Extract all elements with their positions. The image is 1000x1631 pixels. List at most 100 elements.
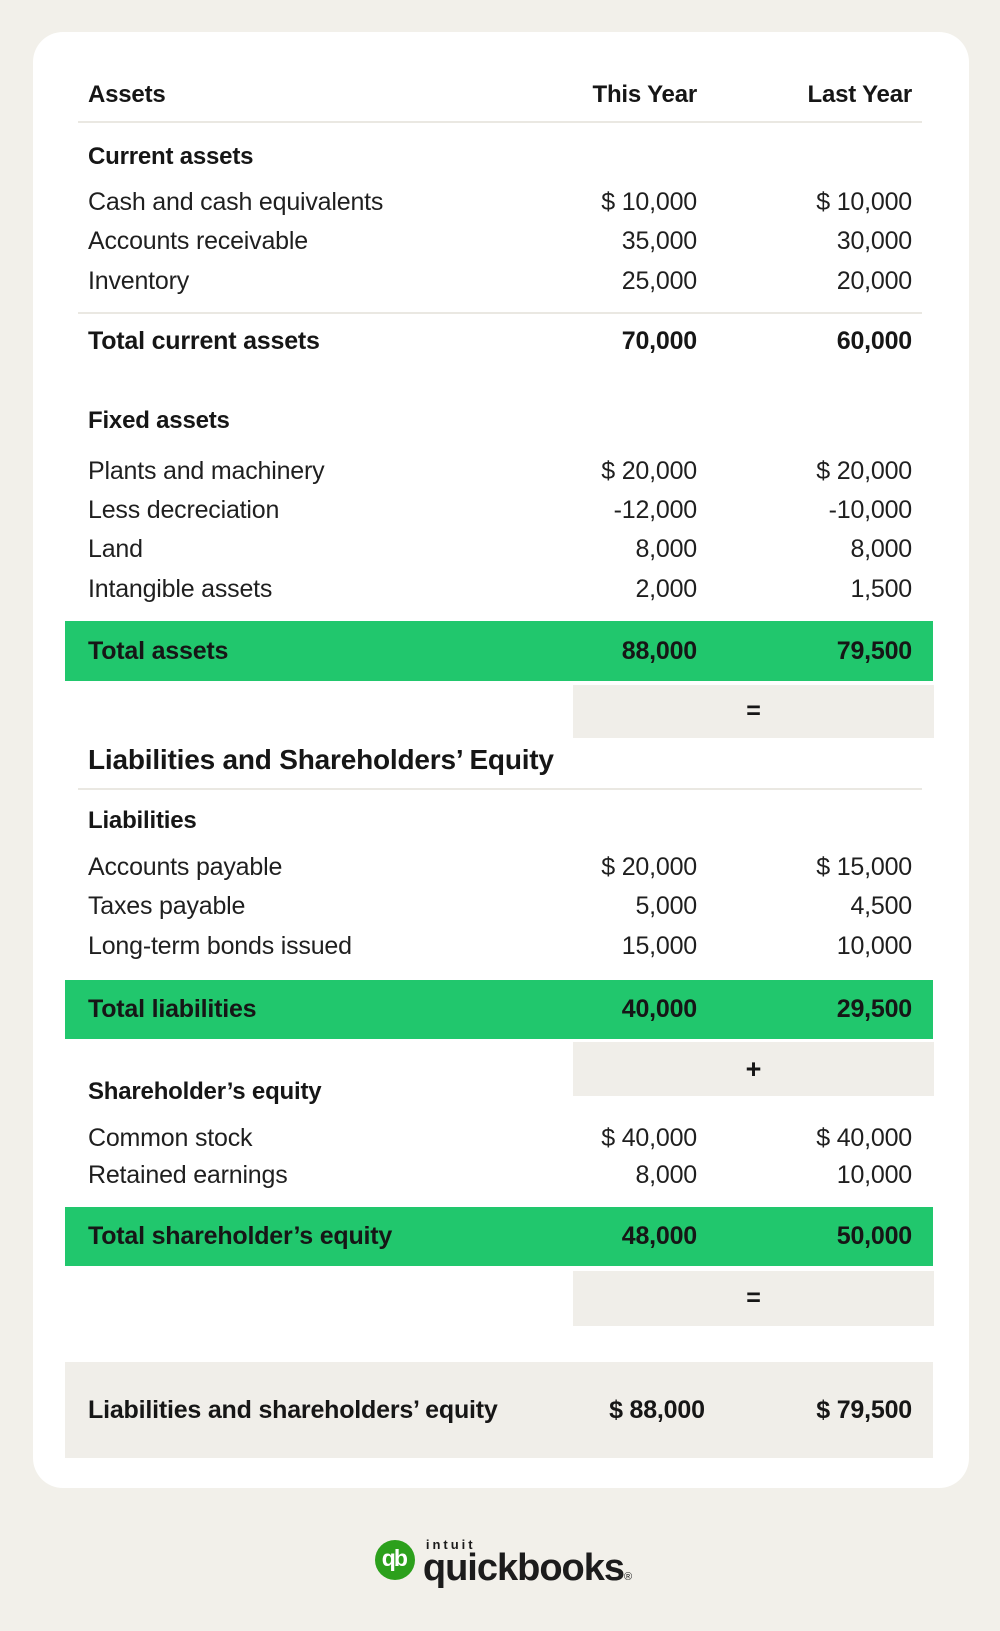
section-heading-label: Liabilities — [88, 807, 197, 834]
quickbooks-wordmark: quickbooks® — [423, 1549, 632, 1593]
table-row: Common stock $ 40,000 $ 40,000 — [33, 1123, 969, 1153]
row-label: Intangible assets — [88, 574, 273, 603]
row-label: Taxes payable — [88, 891, 246, 920]
total-row-assets-highlight: Total assets 88,000 79,500 — [65, 621, 933, 681]
value-last-year: $ 79,500 — [816, 1395, 912, 1424]
divider — [78, 121, 922, 123]
divider — [78, 788, 922, 790]
table-header-row: Assets This Year Last Year — [33, 80, 969, 110]
value-last-year: $ 10,000 — [816, 187, 912, 216]
value-last-year: 79,500 — [836, 636, 912, 665]
value-last-year: 10,000 — [836, 1160, 912, 1189]
section-heading-label: Current assets — [88, 143, 254, 170]
plus-sign: + — [745, 1053, 762, 1084]
column-header-last-year: Last Year — [807, 81, 912, 108]
value-this-year: $ 10,000 — [601, 187, 697, 216]
total-row-liabilities-highlight: Total liabilities 40,000 29,500 — [65, 980, 933, 1039]
table-row: Long-term bonds issued 15,000 10,000 — [33, 931, 969, 961]
table-row: Taxes payable 5,000 4,500 — [33, 891, 969, 921]
value-this-year: 8,000 — [635, 534, 697, 563]
table-row: Intangible assets 2,000 1,500 — [33, 574, 969, 604]
equals-operator-box: = — [573, 1271, 934, 1326]
value-last-year: 30,000 — [836, 226, 912, 255]
row-label: Land — [88, 534, 143, 563]
table-row: Less decreciation -12,000 -10,000 — [33, 495, 969, 525]
table-row: Retained earnings 8,000 10,000 — [33, 1160, 969, 1190]
column-header-assets: Assets — [88, 81, 166, 108]
value-this-year: 25,000 — [621, 266, 697, 295]
value-this-year: $ 40,000 — [601, 1123, 697, 1152]
row-label: Total shareholder’s equity — [88, 1222, 393, 1250]
row-label: Cash and cash equivalents — [88, 187, 384, 216]
section-heading-label: Shareholder’s equity — [88, 1078, 322, 1105]
section-heading-current-assets: Current assets — [33, 142, 969, 172]
value-this-year: 35,000 — [621, 226, 697, 255]
equals-operator-box: = — [573, 685, 934, 738]
value-this-year: 5,000 — [635, 891, 697, 920]
quickbooks-logo: qb intuit quickbooks® — [0, 1538, 1000, 1593]
value-last-year: 1,500 — [850, 574, 912, 603]
section-heading-shareholders-equity: Shareholder’s equity — [33, 1077, 969, 1107]
total-row-shareholders-equity-highlight: Total shareholder’s equity 48,000 50,000 — [65, 1207, 933, 1266]
quickbooks-circle-icon: qb — [374, 1540, 415, 1580]
value-last-year: 50,000 — [836, 1222, 912, 1250]
row-label: Inventory — [88, 266, 190, 295]
quickbooks-wordmark-text: quickbooks — [422, 1547, 625, 1589]
row-label: Total current assets — [88, 326, 320, 355]
row-label: Common stock — [88, 1123, 253, 1152]
logo-text-column: intuit quickbooks® — [423, 1537, 632, 1593]
table-row: Plants and machinery $ 20,000 $ 20,000 — [33, 456, 969, 486]
total-row-current-assets: Total current assets 70,000 60,000 — [33, 326, 969, 356]
section-heading-label: Liabilities and Shareholders’ Equity — [88, 744, 554, 775]
row-label: Accounts payable — [88, 852, 283, 881]
equals-sign: = — [746, 1284, 761, 1312]
value-this-year: $ 88,000 — [609, 1395, 705, 1424]
row-label: Accounts receivable — [88, 226, 308, 255]
value-last-year: $ 15,000 — [816, 852, 912, 881]
value-last-year: 60,000 — [836, 326, 912, 355]
value-this-year: 15,000 — [621, 931, 697, 960]
row-label: Less decreciation — [88, 495, 280, 524]
intuit-wordmark: intuit — [425, 1537, 476, 1552]
row-label: Total assets — [88, 636, 229, 665]
section-heading-label: Fixed assets — [88, 407, 230, 434]
value-last-year: 4,500 — [850, 891, 912, 920]
value-this-year: 88,000 — [621, 636, 697, 665]
table-row: Inventory 25,000 20,000 — [33, 266, 969, 296]
value-last-year: 20,000 — [836, 266, 912, 295]
value-last-year: 29,500 — [836, 995, 912, 1023]
table-row: Accounts payable $ 20,000 $ 15,000 — [33, 852, 969, 882]
registered-trademark-icon: ® — [624, 1571, 632, 1583]
value-this-year: 8,000 — [635, 1160, 697, 1189]
value-this-year: $ 20,000 — [601, 456, 697, 485]
value-this-year: -12,000 — [613, 495, 698, 524]
value-this-year: 70,000 — [621, 326, 697, 355]
value-this-year: $ 20,000 — [601, 852, 697, 881]
balance-sheet-card: Assets This Year Last Year Current asset… — [33, 32, 969, 1488]
equals-sign: = — [746, 697, 761, 725]
section-heading-fixed-assets: Fixed assets — [33, 406, 969, 436]
value-this-year: 2,000 — [635, 574, 697, 603]
row-label: Long-term bonds issued — [88, 931, 352, 960]
column-header-this-year: This Year — [592, 81, 698, 108]
value-last-year: $ 20,000 — [816, 456, 912, 485]
divider — [78, 312, 922, 314]
value-last-year: 8,000 — [850, 534, 912, 563]
value-last-year: -10,000 — [828, 495, 913, 524]
row-label: Plants and machinery — [88, 456, 325, 485]
value-last-year: $ 40,000 — [816, 1123, 912, 1152]
row-label: Retained earnings — [88, 1160, 288, 1189]
value-this-year: 40,000 — [621, 995, 697, 1023]
summary-row: Liabilities and shareholders’ equity $ 8… — [65, 1362, 933, 1458]
value-last-year: 10,000 — [836, 931, 912, 960]
table-row: Accounts receivable 35,000 30,000 — [33, 226, 969, 256]
table-row: Cash and cash equivalents $ 10,000 $ 10,… — [33, 187, 969, 217]
row-label: Total liabilities — [88, 995, 257, 1023]
plus-operator-box: + — [573, 1042, 934, 1096]
value-this-year: 48,000 — [621, 1222, 697, 1250]
section-heading-liabilities: Liabilities — [33, 806, 969, 836]
table-row: Land 8,000 8,000 — [33, 534, 969, 564]
section-heading-liabilities-and-equity: Liabilities and Shareholders’ Equity — [33, 742, 969, 778]
qb-monogram: qb — [381, 1544, 408, 1571]
